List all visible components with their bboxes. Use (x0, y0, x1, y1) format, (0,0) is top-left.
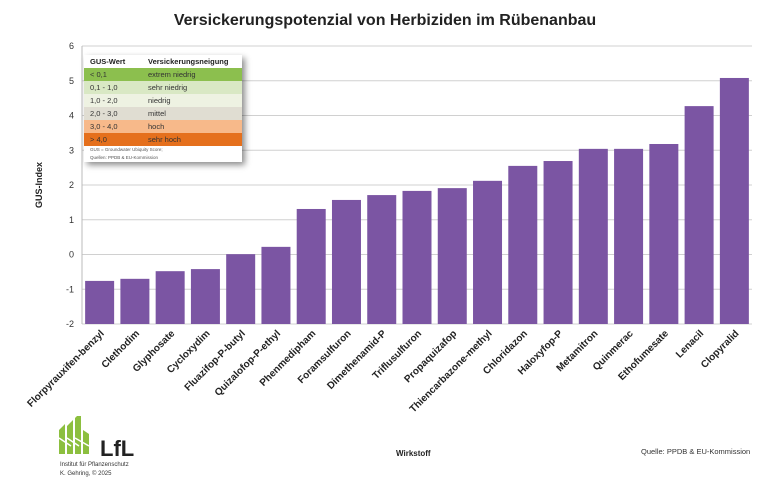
legend-sources: Quellen: PPDB & EU-Kommission (90, 155, 159, 160)
bar (120, 278, 150, 324)
gus-legend-table: GUS-Wert Versickerungsneigung < 0,1 extrem… (84, 55, 242, 162)
legend-label: sehr niedrig (148, 83, 188, 92)
x-tick-label: Clopyralid (699, 328, 741, 370)
author-label: K. Gehring, © 2025 (60, 471, 112, 477)
legend-row: 2,0 - 3,0 mittel (84, 107, 242, 120)
legend-row: 0,1 - 1,0 sehr niedrig (84, 81, 242, 94)
legend-header-range: GUS-Wert (90, 57, 126, 66)
bar (85, 280, 115, 324)
legend-label: mittel (148, 109, 166, 118)
bar (543, 161, 573, 324)
legend-row: 1,0 - 2,0 niedrig (84, 94, 242, 107)
y-tick-label: -1 (66, 284, 74, 294)
bar (190, 269, 220, 324)
legend-range: 3,0 - 4,0 (90, 122, 118, 131)
legend-range: 1,0 - 2,0 (90, 96, 118, 105)
bar (684, 106, 714, 325)
x-tick-label: Fluazifop-P-butyl (183, 328, 248, 393)
y-tick-label: 3 (69, 145, 74, 155)
y-tick-label: 2 (69, 180, 74, 190)
x-tick-label: Lenacil (674, 328, 706, 360)
x-tick-label: Florpyrauxifen-benzyl (26, 328, 107, 409)
bar (226, 254, 256, 324)
bar (578, 148, 608, 324)
lfl-logo-icon (58, 416, 90, 454)
y-tick-label: 6 (69, 41, 74, 51)
legend-range: > 4,0 (90, 135, 107, 144)
legend-header-label: Versickerungsneigung (148, 57, 229, 66)
legend-range: 0,1 - 1,0 (90, 83, 118, 92)
institute-label: Institut für Pflanzenschutz (60, 462, 129, 468)
y-tick-label: 5 (69, 76, 74, 86)
x-tick-label: Quizalofop-P-ethyl (213, 328, 283, 398)
bar (296, 208, 326, 324)
legend-row: 3,0 - 4,0 hoch (84, 120, 242, 133)
bar (437, 188, 467, 324)
legend-row: > 4,0 sehr hoch (84, 133, 242, 146)
bar (367, 195, 397, 324)
bar (719, 77, 749, 324)
legend-label: sehr hoch (148, 135, 181, 144)
bar (331, 199, 361, 324)
bar (155, 271, 185, 324)
y-tick-label: 1 (69, 215, 74, 225)
chart-title: Versickerungspotenzial von Herbiziden im… (173, 12, 597, 29)
source-label: Quelle: PPDB & EU-Kommission (641, 447, 751, 456)
legend-note: GUS = Groundwater Ubiquity Score; (90, 147, 163, 152)
legend-label: niedrig (148, 96, 171, 105)
bar (473, 180, 503, 324)
y-axis-label: GUS-Index (34, 162, 44, 208)
y-tick-label: -2 (66, 319, 74, 329)
bar (614, 148, 644, 324)
legend-range: < 0,1 (90, 70, 107, 79)
legend-header: GUS-Wert Versickerungsneigung (84, 55, 242, 68)
x-axis-label: Wirkstoff (396, 449, 431, 458)
y-tick-label: 4 (69, 111, 74, 121)
legend-label: hoch (148, 122, 165, 131)
bar (261, 246, 291, 324)
bar (402, 190, 432, 324)
lfl-logo-text: LfL (100, 436, 135, 461)
legend-range: 2,0 - 3,0 (90, 109, 118, 118)
bar (508, 165, 538, 324)
x-tick-label: Dimethenamid-P (325, 328, 389, 392)
y-tick-label: 0 (69, 250, 74, 260)
legend-label: extrem niedrig (148, 70, 196, 79)
bar (649, 143, 679, 324)
legend-row: < 0,1 extrem niedrig (84, 68, 242, 81)
